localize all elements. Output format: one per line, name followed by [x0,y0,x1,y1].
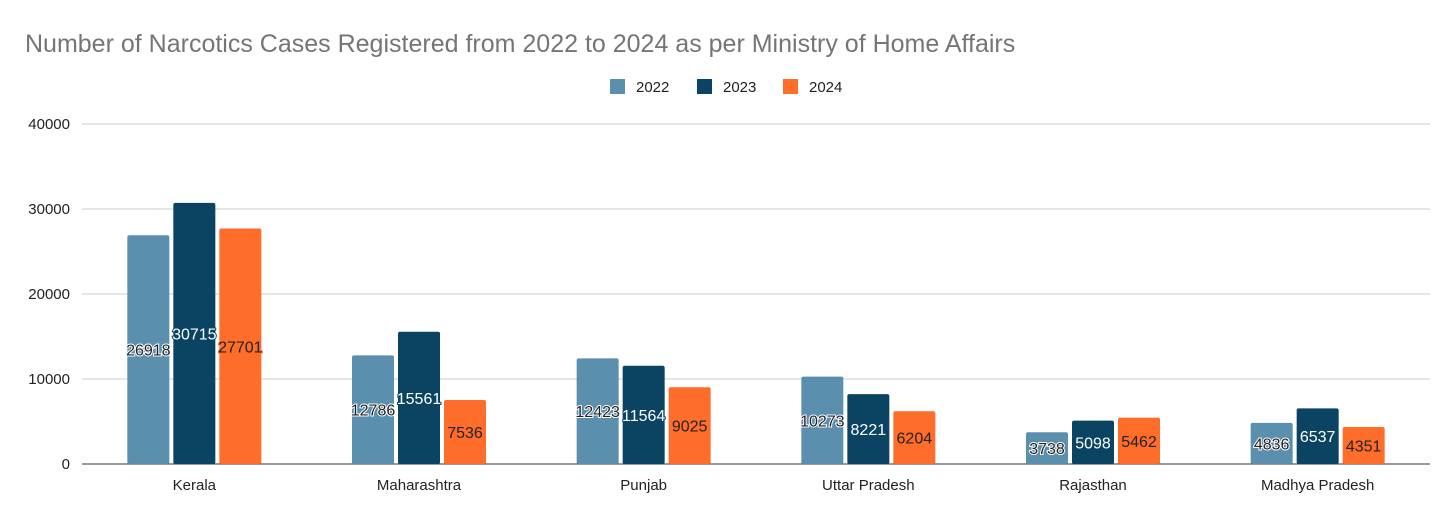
y-tick-label: 20000 [28,286,70,303]
data-label: 10273 [800,413,845,430]
y-tick-label: 30000 [28,201,70,218]
data-label: 8221 [851,422,887,439]
legend: 2022 2023 2024 [610,79,842,96]
bar-2022 [127,235,170,464]
data-label: 6204 [897,431,933,448]
bar-2023 [398,331,440,464]
legend-label-2024: 2024 [809,79,842,96]
x-tick-label: Uttar Pradesh [822,477,915,494]
data-label: 9025 [672,419,708,436]
data-label: 26918 [126,343,171,360]
legend-swatch-2022 [610,79,625,94]
data-label: 3738 [1029,441,1065,458]
data-label: 12786 [351,403,396,420]
gridlines: 0 10000 20000 30000 40000 [28,116,1430,473]
data-label: 7536 [447,425,483,442]
legend-swatch-2023 [697,79,712,94]
data-label: 27701 [218,339,263,356]
bar-2024 [1342,427,1385,464]
data-label: 5098 [1075,435,1111,452]
bar-2024 [1118,417,1160,464]
data-label: 4836 [1254,436,1290,453]
bar-2022 [352,355,394,464]
data-label: 11564 [622,408,665,425]
x-tick-label: Rajasthan [1059,477,1127,494]
y-tick-label: 10000 [28,371,70,388]
legend-label-2022: 2022 [636,79,669,96]
bar-2023 [1072,420,1114,464]
bar-2023 [173,202,216,465]
y-tick-label: 0 [62,456,70,473]
x-tick-label: Punjab [620,477,667,494]
bar-2023 [622,365,665,464]
bar-2022 [576,358,619,464]
x-axis-ticks: Kerala Maharashtra Punjab Uttar Pradesh Raja… [173,477,1375,494]
x-tick-label: Kerala [173,477,217,494]
bar-2022 [801,376,844,464]
bar-2022 [1026,432,1068,464]
bar-2023 [1296,408,1339,464]
bar-2023 [847,394,890,464]
data-label: 12423 [575,404,620,421]
legend-label-2023: 2023 [723,79,756,96]
data-label: 6537 [1300,429,1336,446]
bar-2024 [668,387,711,464]
bar-2024 [893,411,936,464]
x-tick-label: Maharashtra [377,477,462,494]
chart-title: Number of Narcotics Cases Registered fro… [25,30,1015,58]
data-label: 5462 [1121,434,1157,451]
data-label: 30715 [172,326,217,343]
legend-swatch-2024 [783,79,798,94]
y-tick-label: 40000 [28,116,70,133]
bar-2024 [219,228,262,464]
data-label: 15561 [397,391,442,408]
bar-2024 [444,399,486,464]
bar-2022 [1250,422,1293,464]
x-tick-label: Madhya Pradesh [1261,477,1374,494]
data-label: 4351 [1346,439,1382,456]
